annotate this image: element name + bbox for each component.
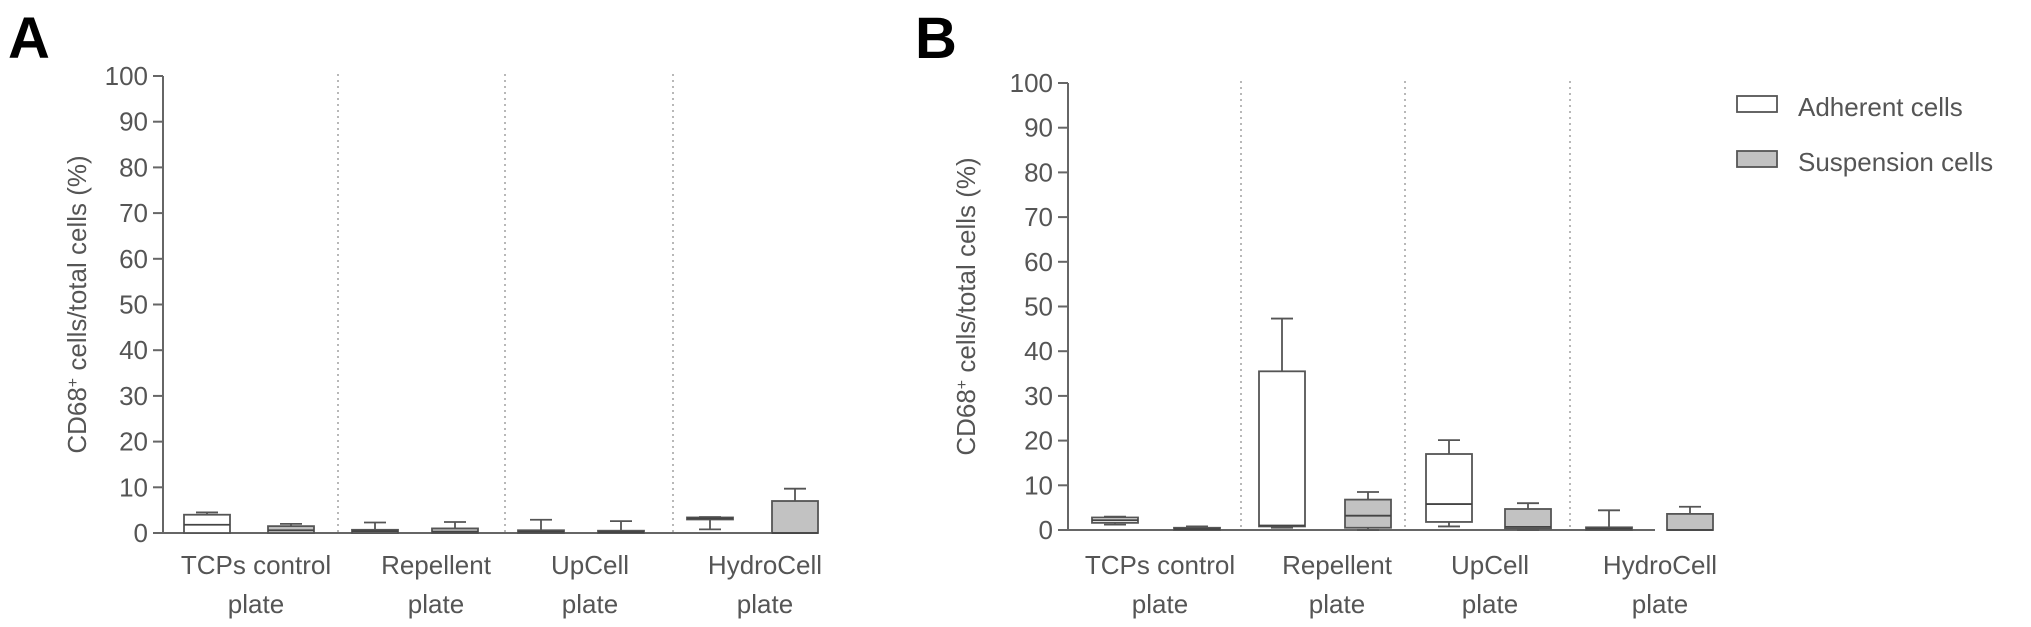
legend: Adherent cells Suspension cells [1736,92,1993,177]
pa-box-adherent-0-body [183,513,231,534]
pb-category-label-2-0: UpCell [1451,550,1529,580]
legend-label-adherent: Adherent cells [1798,92,1963,122]
pa-box-suspension-3-body [771,500,819,534]
panel-letter-b: B [915,6,957,71]
legend-swatch-suspension [1736,150,1778,168]
pa-y-tick-label-50: 50 [119,290,148,320]
pa-y-tick-label-70: 70 [119,198,148,228]
pb-category-label-1-1: plate [1309,589,1365,619]
pa-category-label-2-0: UpCell [551,550,629,580]
legend-label-suspension: Suspension cells [1798,147,1993,177]
pa-category-label-2-1: plate [562,589,618,619]
panel-letter-a: A [8,6,50,71]
pa-y-tick-label-0: 0 [134,518,148,548]
legend-swatch-adherent [1736,95,1778,113]
pb-y-tick-label-70: 70 [1024,202,1053,232]
pa-category-label-3-0: HydroCell [708,550,822,580]
pa-y-tick-label-80: 80 [119,152,148,182]
pb-y-tick-label-0: 0 [1039,515,1053,545]
pb-y-tick-label-10: 10 [1024,470,1053,500]
pb-box-adherent-2-body [1425,453,1473,523]
pa-category-label-3-1: plate [737,589,793,619]
pa-y-tick-label-20: 20 [119,427,148,457]
pb-box-suspension-1-body [1344,498,1392,529]
pb-category-label-3-0: HydroCell [1603,550,1717,580]
chart-panel-b: 0 10 20 30 40 50 60 70 80 90 100 CD68+ cells/total … [951,68,1717,619]
pa-category-label-0-0: TCPs control [181,550,331,580]
pa-y-axis-title: CD68+ cells/total cells (%) [62,155,92,453]
pb-category-label-0-1: plate [1132,589,1188,619]
pb-box-adherent-1-body [1258,370,1306,528]
pa-box-suspension-1-body [431,527,479,534]
pa-y-tick-label-90: 90 [119,107,148,137]
pb-y-tick-label-90: 90 [1024,113,1053,143]
pb-y-axis-title: CD68+ cells/total cells (%) [951,157,981,455]
pa-y-tick-label-60: 60 [119,244,148,274]
pb-y-tick-label-40: 40 [1024,336,1053,366]
pb-category-label-3-1: plate [1632,589,1688,619]
pa-y-tick-label-10: 10 [119,472,148,502]
pa-y-tick-label-40: 40 [119,335,148,365]
pb-y-tick-label-60: 60 [1024,247,1053,277]
pb-y-tick-label-20: 20 [1024,426,1053,456]
pb-category-label-1-0: Repellent [1282,550,1393,580]
pb-category-label-2-1: plate [1462,589,1518,619]
pa-category-label-1-0: Repellent [381,550,492,580]
pa-category-label-1-1: plate [408,589,464,619]
pb-box-suspension-2-body [1504,508,1552,530]
pa-category-label-0-1: plate [228,589,284,619]
pa-y-tick-label-30: 30 [119,381,148,411]
pb-y-tick-label-30: 30 [1024,381,1053,411]
pa-y-tick-label-100: 100 [105,61,148,91]
pb-category-label-0-0: TCPs control [1085,550,1235,580]
pb-box-suspension-3-body [1666,513,1714,531]
pb-y-tick-label-80: 80 [1024,157,1053,187]
pb-y-tick-label-100: 100 [1010,68,1053,98]
pb-y-tick-label-50: 50 [1024,292,1053,322]
chart-panel-a: 0 10 20 30 40 50 60 70 80 90 100 CD68+ cells/total … [62,61,822,619]
